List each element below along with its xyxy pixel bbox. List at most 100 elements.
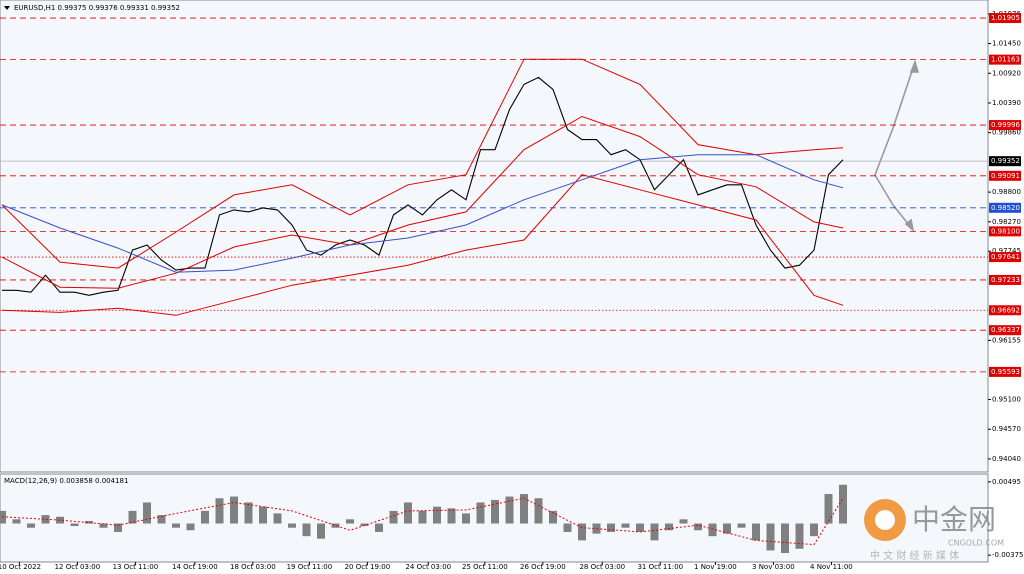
macd-bar: [389, 510, 398, 524]
x-tick-label: 26 Oct 19:00: [520, 563, 566, 571]
macd-bar: [650, 523, 659, 541]
macd-bar: [201, 510, 209, 524]
macd-bar: [186, 523, 195, 531]
macd-bar: [215, 498, 224, 524]
macd-bar: [41, 515, 50, 524]
level-label: 0.97641: [991, 253, 1020, 261]
macd-bar: [766, 523, 775, 551]
macd-bar: [839, 484, 847, 524]
x-tick-label: 3 Nov 03:00: [752, 563, 795, 571]
macd-bar: [288, 523, 296, 528]
macd-bar: [317, 523, 325, 539]
x-tick-label: 12 Oct 03:00: [55, 563, 101, 571]
macd-bar: [476, 502, 485, 524]
price-panel: [0, 0, 989, 473]
macd-bar: [679, 519, 688, 524]
macd-bar: [520, 494, 528, 524]
macd-bar: [534, 498, 543, 524]
macd-bar: [375, 523, 383, 532]
x-tick-label: 10 Oct 2022: [0, 563, 41, 571]
macd-bar: [462, 513, 470, 524]
macd-bar: [143, 502, 151, 524]
y-tick-label: 0.00495: [992, 478, 1021, 486]
macd-bar: [781, 523, 789, 553]
arrow-head: [904, 218, 915, 233]
y-tick-label: 0.98800: [992, 188, 1021, 196]
logo-inner: [875, 510, 895, 530]
indicator-line: [1, 58, 844, 269]
macd-bar: [578, 523, 586, 541]
macd-bar: [230, 496, 238, 524]
macd-bar: [418, 510, 427, 524]
macd-bar: [694, 523, 702, 531]
macd-bar: [259, 506, 267, 524]
x-tick-label: 18 Oct 03:00: [230, 563, 276, 571]
macd-bar: [752, 523, 760, 541]
level-label: 1.01163: [991, 56, 1020, 64]
tagline: 中 文 财 经 新 媒 体: [870, 549, 959, 562]
macd-bar: [563, 523, 572, 532]
arrow-head: [909, 59, 920, 73]
x-tick-label: 4 Nov 11:00: [810, 563, 853, 571]
chart-title: EURUSD,H1 0.99375 0.99376 0.99331 0.9935…: [14, 4, 180, 12]
macd-bar: [795, 523, 804, 549]
y-tick-label: 0.98270: [992, 218, 1021, 226]
level-label: 0.98100: [991, 227, 1020, 235]
menu-arrow: [4, 6, 10, 10]
macd-bar: [810, 523, 818, 537]
macd-bar: [128, 510, 137, 524]
x-tick-label: 1 Nov 19:00: [694, 563, 737, 571]
level-label: 0.97233: [991, 276, 1020, 284]
indicator-line: [1, 154, 844, 273]
level-box: [989, 13, 1021, 24]
y-tick-label: -0.003755: [992, 551, 1024, 559]
macd-bar: [157, 515, 166, 524]
y-tick-label: 0.96155: [992, 336, 1021, 344]
level-box: [989, 325, 1021, 336]
x-tick-label: 25 Oct 11:00: [462, 563, 508, 571]
x-tick-label: 31 Oct 11:00: [637, 563, 683, 571]
macd-bar: [99, 523, 108, 528]
macd-bar: [346, 519, 354, 524]
macd-bar: [404, 502, 412, 524]
signal-line: [1, 497, 844, 546]
macd-bar: [114, 523, 122, 532]
level-label: 1.01905: [991, 14, 1020, 22]
x-tick-label: 19 Oct 11:00: [287, 563, 333, 571]
macd-bar: [56, 516, 64, 524]
projection-arrows: [874, 59, 920, 233]
level-box: [989, 305, 1021, 316]
y-tick-label: 0.99860: [992, 129, 1021, 137]
macd-bar: [737, 523, 746, 528]
y-tick-label: 0.94040: [992, 455, 1021, 463]
macd-bar: [723, 523, 731, 534]
site: CNGOLD.COM: [948, 539, 1004, 548]
level-label: 0.96692: [991, 306, 1020, 314]
macd-bar: [491, 499, 499, 524]
level-box: [989, 366, 1021, 377]
indicator-line: [1, 174, 844, 316]
macd-bar: [549, 510, 557, 524]
macd-bar: [447, 508, 456, 524]
level-label: 0.99091: [991, 172, 1020, 180]
macd-bar: [708, 523, 717, 537]
macd-bar: [85, 520, 93, 524]
watermark: 中金网 CNGOLD.COM 中 文 财 经 新 媒 体: [864, 499, 1004, 562]
macd-bar: [824, 494, 833, 524]
macd-bar: [360, 523, 369, 527]
level-box: [989, 274, 1021, 285]
level-label: 0.99352: [991, 157, 1020, 165]
level-box: [989, 54, 1021, 65]
level-box: [989, 156, 1021, 167]
macd-bar: [331, 523, 340, 528]
x-tick-label: 28 Oct 03:00: [579, 563, 625, 571]
macd-bar: [636, 523, 644, 532]
macd-bar: [302, 523, 311, 537]
y-tick-label: 1.00920: [992, 69, 1021, 77]
level-label: 0.99996: [991, 121, 1020, 129]
level-label: 0.98520: [991, 204, 1020, 212]
macd-bar: [505, 496, 514, 524]
arrow-line: [874, 127, 894, 176]
macd-bar: [621, 523, 630, 528]
